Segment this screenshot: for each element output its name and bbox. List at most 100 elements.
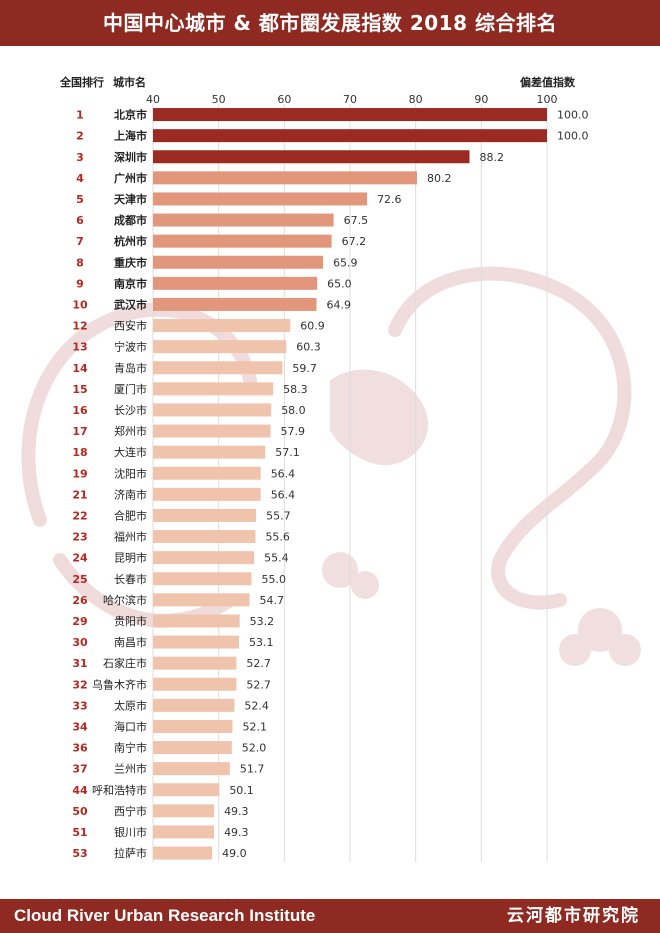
value-label: 59.7 [292, 362, 317, 375]
rank-label: 25 [72, 573, 87, 586]
bar [153, 340, 287, 354]
x-tick-label: 50 [212, 93, 226, 106]
rank-label: 22 [72, 509, 87, 522]
footer-english: Cloud River Urban Research Institute [14, 906, 316, 925]
city-label: 武汉市 [114, 297, 147, 311]
footer-chinese: 云河都市研究院 [507, 906, 640, 926]
grid-lines [152, 104, 548, 862]
city-label: 天津市 [114, 192, 147, 206]
city-label: 青岛市 [114, 361, 147, 375]
bar [153, 551, 255, 565]
city-label: 南昌市 [114, 635, 147, 649]
bar [153, 530, 256, 544]
footer-bar [0, 899, 660, 933]
x-axis-ticks: 40 50 60 70 80 90 100 [146, 93, 558, 106]
rank-label: 10 [72, 298, 88, 311]
bar [153, 171, 417, 185]
title-bar [0, 0, 660, 46]
bar [153, 719, 233, 733]
rank-label: 32 [72, 678, 87, 691]
rank-label: 30 [72, 636, 88, 649]
city-label: 乌鲁木齐市 [92, 677, 147, 691]
city-label: 太原市 [114, 698, 147, 712]
rank-label: 36 [72, 742, 88, 755]
value-label: 57.1 [275, 446, 300, 459]
bar [153, 361, 283, 375]
value-label: 65.0 [327, 277, 352, 290]
rank-label: 9 [76, 277, 84, 290]
bar [153, 382, 274, 396]
rank-label: 44 [72, 784, 88, 797]
rank-label: 16 [72, 404, 88, 417]
x-tick-label: 90 [474, 93, 488, 106]
header-value: 偏差值指数 [520, 75, 576, 89]
rank-label: 31 [72, 657, 87, 670]
rank-label: 8 [76, 256, 84, 269]
x-tick-label: 60 [277, 93, 291, 106]
bar [153, 508, 257, 522]
value-label: 50.1 [229, 784, 254, 797]
x-tick-label: 100 [537, 93, 558, 106]
rank-label: 23 [72, 531, 87, 544]
bar [153, 213, 334, 227]
rank-label: 7 [76, 235, 84, 248]
bar [153, 656, 237, 670]
city-label: 石家庄市 [103, 656, 147, 670]
value-label: 55.4 [264, 552, 289, 565]
city-label: 大连市 [114, 445, 147, 459]
city-label: 海口市 [114, 719, 147, 733]
bar [153, 319, 291, 333]
rank-label: 53 [72, 847, 87, 860]
value-label: 64.9 [327, 298, 352, 311]
bar [153, 297, 317, 311]
value-label: 58.0 [281, 404, 306, 417]
value-label: 67.2 [342, 235, 367, 248]
rank-label: 18 [72, 446, 87, 459]
city-label: 郑州市 [114, 424, 147, 438]
rank-label: 33 [72, 699, 87, 712]
city-label: 合肥市 [114, 508, 147, 522]
value-label: 49.3 [224, 805, 249, 818]
value-label: 58.3 [283, 383, 308, 396]
value-label: 57.9 [281, 425, 306, 438]
rank-label: 19 [72, 467, 87, 480]
city-label: 宁波市 [114, 340, 147, 354]
bar [153, 255, 324, 269]
city-label: 拉萨市 [114, 846, 147, 860]
bar [153, 129, 547, 143]
bar [153, 572, 252, 586]
value-label: 72.6 [377, 193, 402, 206]
rank-label: 12 [72, 320, 87, 333]
rank-label: 50 [72, 805, 88, 818]
rank-label: 34 [72, 720, 88, 733]
value-label: 60.3 [296, 341, 321, 354]
value-label: 100.0 [557, 109, 589, 122]
value-label: 55.7 [266, 509, 291, 522]
value-label: 56.4 [271, 488, 296, 501]
rank-label: 1 [76, 109, 84, 122]
bar [153, 783, 220, 797]
value-label: 52.7 [246, 678, 271, 691]
value-label: 51.7 [240, 763, 265, 776]
value-label: 100.0 [557, 130, 589, 143]
bar [153, 614, 240, 628]
bar [153, 487, 261, 501]
rank-label: 17 [72, 425, 87, 438]
rank-label: 37 [72, 763, 87, 776]
rank-label: 15 [72, 383, 87, 396]
city-label: 济南市 [114, 487, 147, 501]
city-label: 哈尔滨市 [103, 593, 147, 607]
city-label: 重庆市 [114, 255, 147, 269]
rank-label: 29 [72, 615, 87, 628]
value-label: 56.4 [271, 467, 296, 480]
bar [153, 424, 271, 438]
value-label: 52.4 [244, 699, 269, 712]
value-label: 65.9 [333, 256, 358, 269]
ranking-chart: 全国排行 城市名 偏差值指数 40 50 60 70 80 90 100 1 北京市 100.0… [59, 75, 589, 862]
value-label: 54.7 [260, 594, 285, 607]
bar [153, 635, 240, 649]
rank-label: 21 [72, 488, 87, 501]
value-label: 88.2 [480, 151, 505, 164]
page-title: 中国中心城市 & 都市圈发展指数 2018 综合排名 [103, 11, 557, 35]
